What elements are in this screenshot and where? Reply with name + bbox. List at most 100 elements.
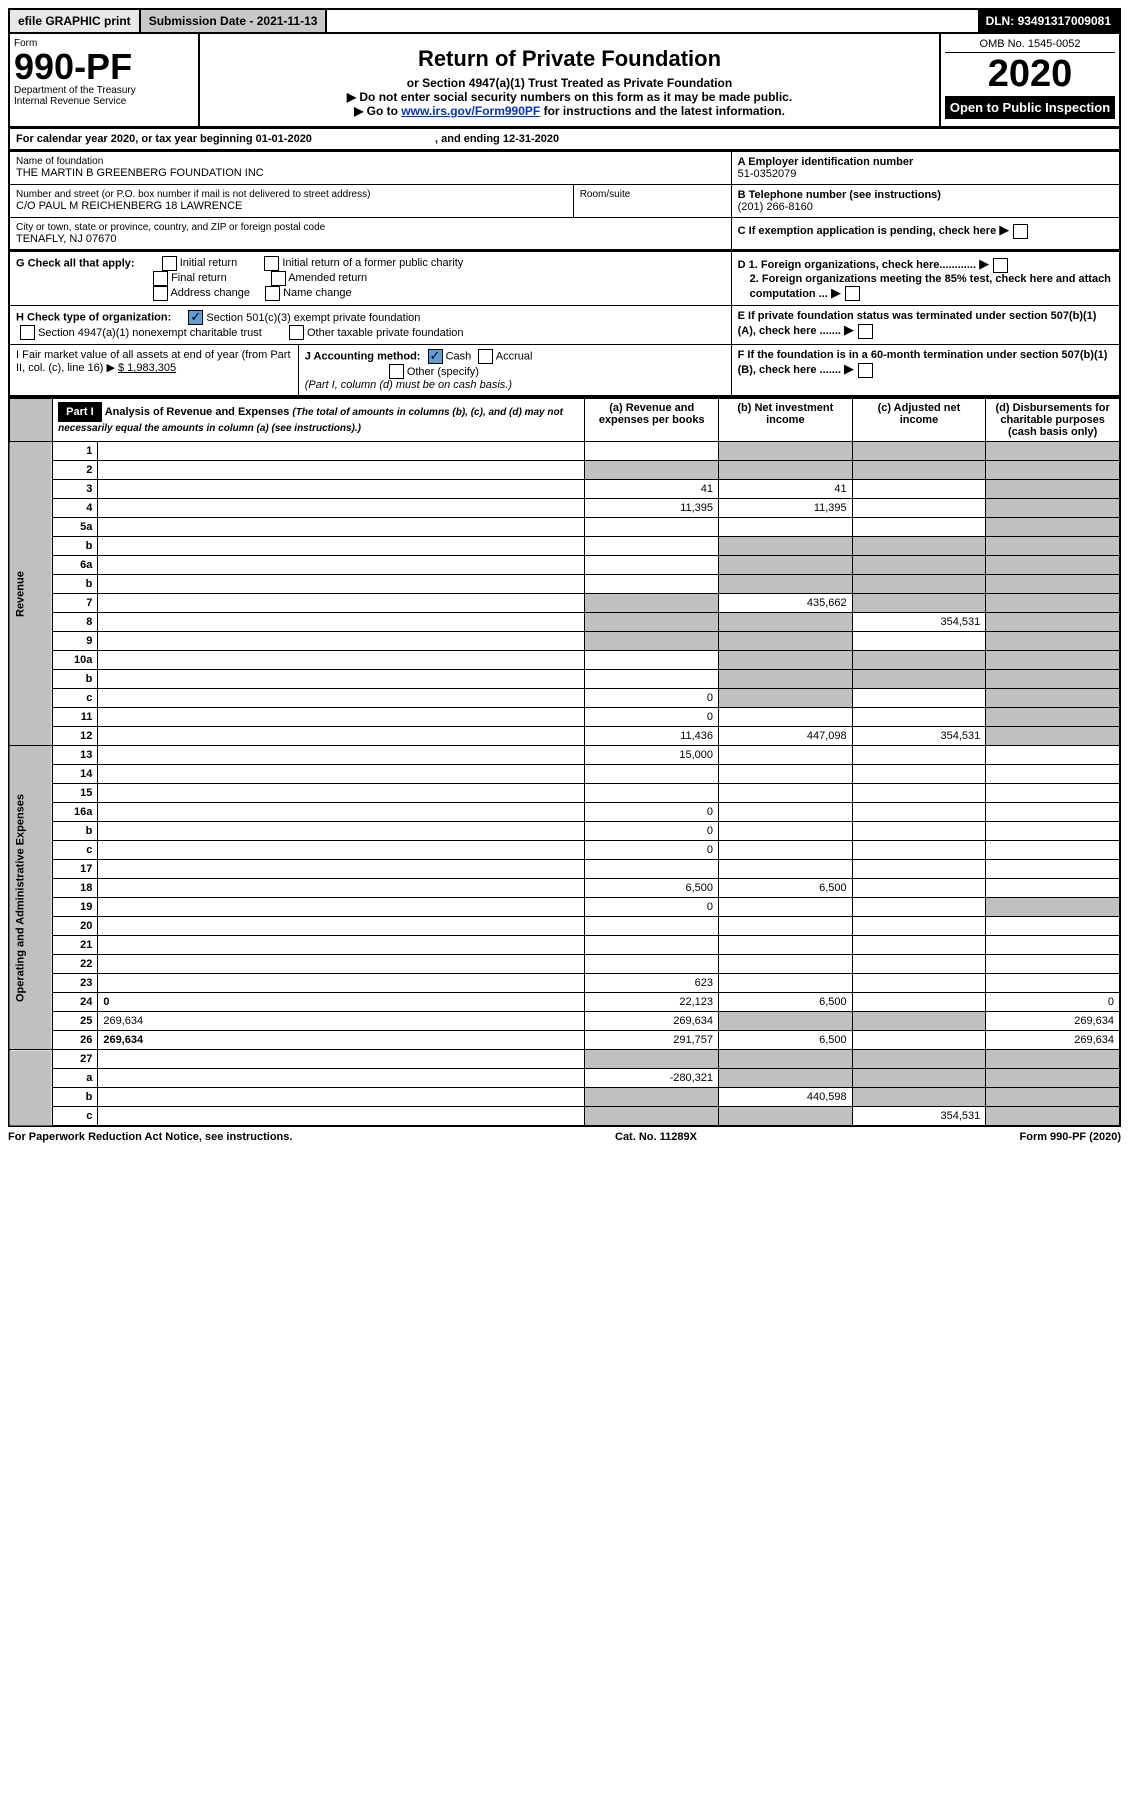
irs-label: Internal Revenue Service (14, 96, 194, 107)
line-desc (98, 936, 585, 955)
value-cell (852, 670, 986, 689)
value-cell (986, 917, 1120, 936)
table-row: c 0 (9, 841, 1120, 860)
value-cell (719, 461, 853, 480)
i-value: $ 1,983,305 (118, 362, 176, 374)
footer-right: Form 990-PF (2020) (1020, 1131, 1121, 1143)
value-cell (986, 1069, 1120, 1088)
name-label: Name of foundation (16, 156, 725, 167)
value-cell (852, 1069, 986, 1088)
street-value: C/O PAUL M REICHENBERG 18 LAWRENCE (16, 200, 567, 212)
value-cell (719, 670, 853, 689)
j-cash-checkbox[interactable] (428, 349, 443, 364)
c-checkbox[interactable] (1013, 224, 1028, 239)
ssn-note: ▶ Do not enter social security numbers o… (208, 90, 931, 104)
value-cell: 22,123 (585, 993, 719, 1012)
value-cell (986, 575, 1120, 594)
value-cell (719, 1050, 853, 1069)
value-cell: 440,598 (719, 1088, 853, 1107)
value-cell (986, 518, 1120, 537)
value-cell: 354,531 (852, 613, 986, 632)
value-cell: 0 (986, 993, 1120, 1012)
dln: DLN: 93491317009081 (978, 10, 1119, 32)
line-desc (98, 689, 585, 708)
line-number: 4 (53, 499, 98, 518)
check-blocks: G Check all that apply: Initial return I… (8, 251, 1121, 397)
value-cell (719, 1107, 853, 1127)
irs-link[interactable]: www.irs.gov/Form990PF (401, 104, 540, 118)
value-cell (585, 575, 719, 594)
value-cell (852, 765, 986, 784)
g-initial-former-checkbox[interactable] (264, 256, 279, 271)
line-desc (98, 594, 585, 613)
value-cell (852, 860, 986, 879)
line-desc (98, 632, 585, 651)
line-number: c (53, 841, 98, 860)
line-desc (98, 765, 585, 784)
efile-label[interactable]: efile GRAPHIC print (10, 10, 141, 32)
g-address-checkbox[interactable] (153, 286, 168, 301)
d1-label: D 1. Foreign organizations, check here..… (738, 259, 976, 271)
value-cell (852, 1012, 986, 1031)
value-cell (852, 708, 986, 727)
value-cell (852, 841, 986, 860)
line-number: 7 (53, 594, 98, 613)
h-4947-checkbox[interactable] (20, 325, 35, 340)
value-cell (852, 898, 986, 917)
d1-checkbox[interactable] (993, 258, 1008, 273)
value-cell: 354,531 (852, 1107, 986, 1127)
g-name-checkbox[interactable] (265, 286, 280, 301)
value-cell (986, 936, 1120, 955)
line-desc (98, 784, 585, 803)
g-final-checkbox[interactable] (153, 271, 168, 286)
line-desc (98, 860, 585, 879)
value-cell (852, 461, 986, 480)
footer-mid: Cat. No. 11289X (615, 1131, 697, 1143)
value-cell (719, 784, 853, 803)
header-left: Form 990-PF Department of the Treasury I… (10, 34, 200, 126)
value-cell (719, 442, 853, 461)
footer-left: For Paperwork Reduction Act Notice, see … (8, 1131, 292, 1143)
value-cell (852, 556, 986, 575)
table-row: c 0 (9, 689, 1120, 708)
line-number: 13 (53, 746, 98, 765)
line-number: 8 (53, 613, 98, 632)
value-cell: 41 (585, 480, 719, 499)
line-desc (98, 518, 585, 537)
col-c-header: (c) Adjusted net income (852, 398, 986, 442)
e-checkbox[interactable] (858, 324, 873, 339)
j-accrual-checkbox[interactable] (478, 349, 493, 364)
table-row: 25 269,634 269,634269,634 (9, 1012, 1120, 1031)
value-cell: 269,634 (986, 1012, 1120, 1031)
section-label (9, 1050, 53, 1127)
table-row: 21 (9, 936, 1120, 955)
line-desc (98, 480, 585, 499)
f-checkbox[interactable] (858, 363, 873, 378)
table-row: 14 (9, 765, 1120, 784)
h-other-checkbox[interactable] (289, 325, 304, 340)
value-cell (986, 613, 1120, 632)
value-cell (852, 936, 986, 955)
line-desc (98, 803, 585, 822)
g-amended-checkbox[interactable] (271, 271, 286, 286)
table-row: 18 6,5006,500 (9, 879, 1120, 898)
value-cell (719, 613, 853, 632)
value-cell (852, 879, 986, 898)
table-row: 6a (9, 556, 1120, 575)
value-cell (852, 689, 986, 708)
value-cell: 11,395 (585, 499, 719, 518)
line-number: 24 (53, 993, 98, 1012)
h-501c3-checkbox[interactable] (188, 310, 203, 325)
g-initial-checkbox[interactable] (162, 256, 177, 271)
j-other-checkbox[interactable] (389, 364, 404, 379)
value-cell: 354,531 (852, 727, 986, 746)
value-cell: -280,321 (585, 1069, 719, 1088)
top-bar: efile GRAPHIC print Submission Date - 20… (8, 8, 1121, 34)
value-cell (986, 765, 1120, 784)
line-desc (98, 974, 585, 993)
col-d-header: (d) Disbursements for charitable purpose… (986, 398, 1120, 442)
value-cell (852, 499, 986, 518)
value-cell (986, 556, 1120, 575)
d2-checkbox[interactable] (845, 286, 860, 301)
line-number: 17 (53, 860, 98, 879)
